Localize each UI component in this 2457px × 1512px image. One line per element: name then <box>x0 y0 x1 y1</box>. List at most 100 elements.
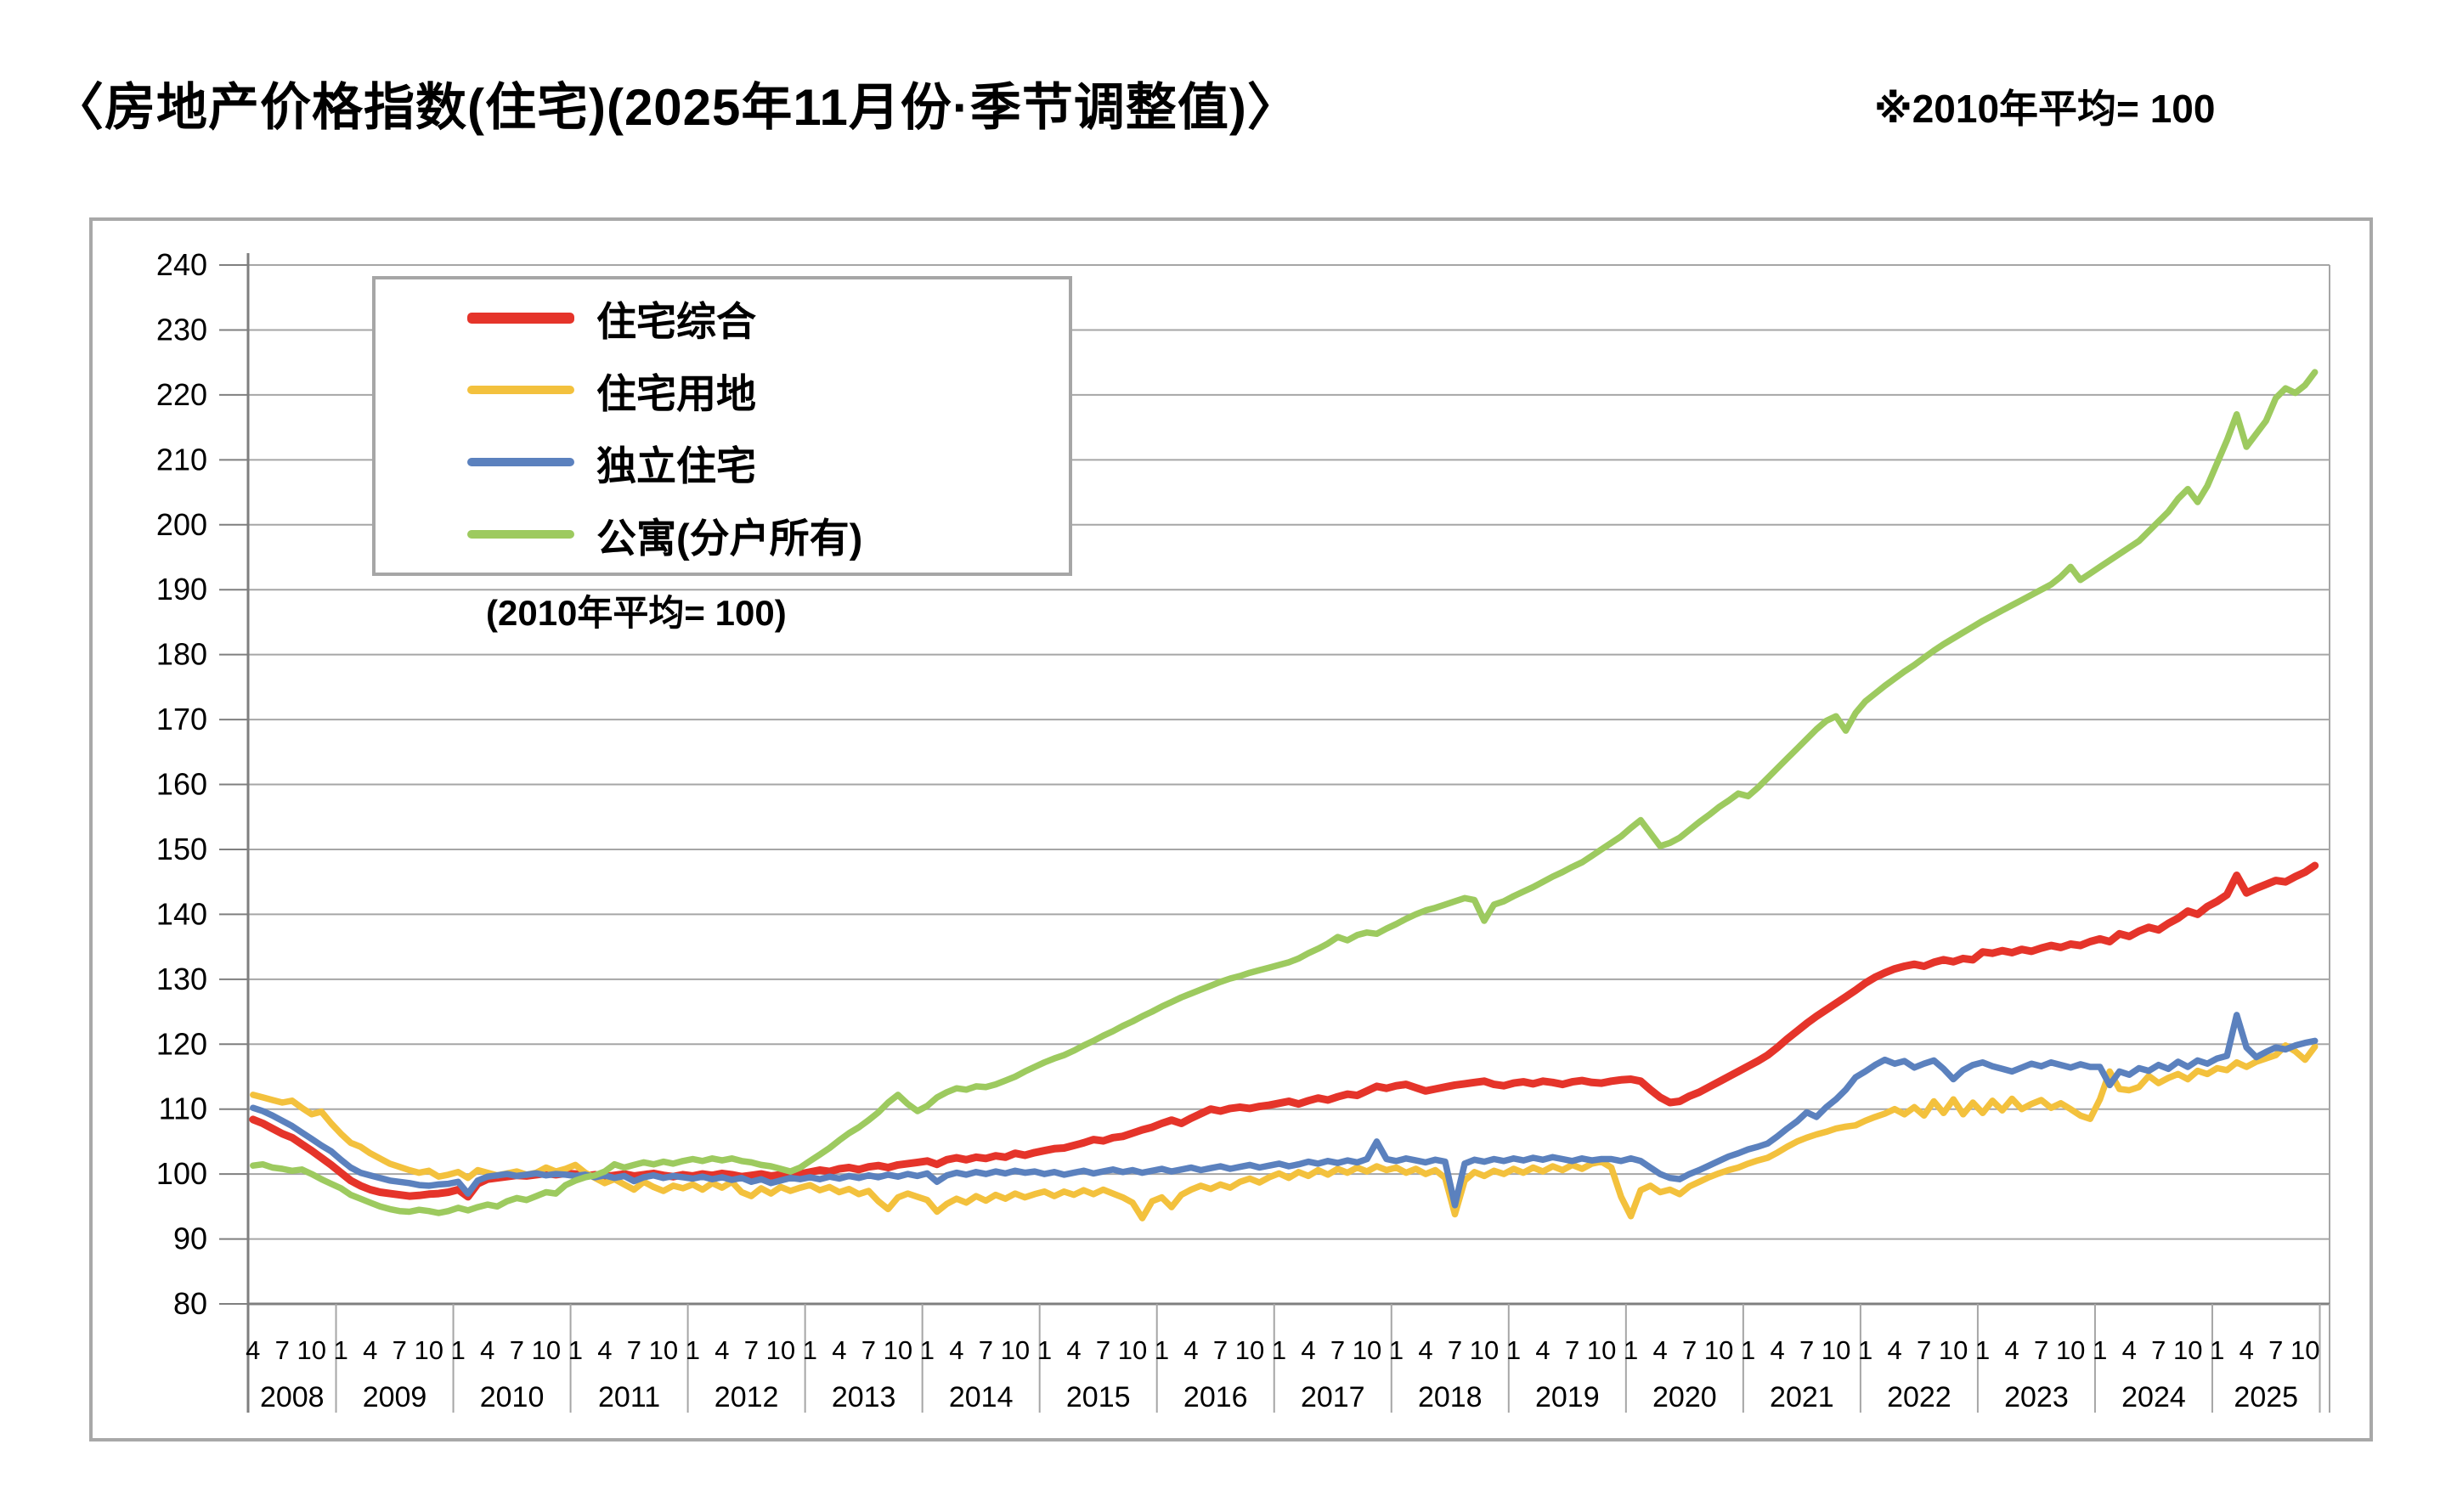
month-tick-label: 7 <box>1917 1335 1931 1365</box>
month-tick-label: 10 <box>532 1335 561 1365</box>
year-label: 2012 <box>715 1381 779 1413</box>
month-tick-label: 7 <box>1448 1335 1462 1365</box>
month-tick-label: 4 <box>1066 1335 1081 1365</box>
page-title: 〈房地产价格指数(住宅)(2025年11月份·季节调整值)〉 <box>53 79 1299 136</box>
month-tick-label: 1 <box>1858 1335 1872 1365</box>
month-tick-label: 10 <box>649 1335 678 1365</box>
legend-subnote: (2010年平均= 100) <box>486 593 787 633</box>
year-label: 2023 <box>2004 1381 2069 1413</box>
y-tick-label: 120 <box>156 1026 207 1061</box>
month-tick-label: 10 <box>766 1335 795 1365</box>
year-label: 2021 <box>1770 1381 1834 1413</box>
index-base-note: ※2010年平均= 100 <box>1874 87 2216 131</box>
month-tick-label: 1 <box>1975 1335 1990 1365</box>
month-tick-label: 10 <box>1704 1335 1733 1365</box>
month-tick-label: 10 <box>1235 1335 1264 1365</box>
legend-item: 住宅用地 <box>376 356 1069 424</box>
y-tick-label: 140 <box>156 896 207 931</box>
month-tick-label: 10 <box>1118 1335 1147 1365</box>
series-composite-line-swatch <box>467 312 574 324</box>
month-tick-label: 1 <box>568 1335 583 1365</box>
month-tick-label: 1 <box>334 1335 348 1365</box>
year-label: 2011 <box>598 1381 660 1413</box>
month-tick-label: 4 <box>363 1335 377 1365</box>
month-tick-label: 7 <box>510 1335 524 1365</box>
month-tick-label: 4 <box>2240 1335 2254 1365</box>
y-tick-label: 90 <box>173 1221 207 1256</box>
y-tick-label: 80 <box>173 1286 207 1321</box>
month-tick-label: 4 <box>1652 1335 1667 1365</box>
month-tick-label: 10 <box>415 1335 443 1365</box>
month-tick-label: 4 <box>1888 1335 1902 1365</box>
month-tick-label: 7 <box>275 1335 290 1365</box>
series-detached-line-swatch <box>467 458 574 466</box>
month-tick-label: 10 <box>2290 1335 2319 1365</box>
month-tick-label: 4 <box>246 1335 260 1365</box>
month-tick-label: 1 <box>1506 1335 1521 1365</box>
month-tick-label: 7 <box>1799 1335 1814 1365</box>
month-tick-label: 1 <box>451 1335 466 1365</box>
y-tick-label: 240 <box>156 247 207 282</box>
y-tick-label: 150 <box>156 832 207 866</box>
month-tick-label: 4 <box>480 1335 494 1365</box>
month-tick-label: 7 <box>627 1335 641 1365</box>
month-tick-label: 7 <box>2034 1335 2048 1365</box>
series-line-3 <box>250 369 2319 1216</box>
legend-label: 公寓(分户所有) <box>596 515 863 561</box>
year-label: 2009 <box>363 1381 427 1413</box>
series-condo-line-swatch <box>467 530 574 539</box>
month-tick-label: 4 <box>715 1335 729 1365</box>
month-tick-label: 7 <box>1330 1335 1345 1365</box>
month-tick-label: 1 <box>686 1335 700 1365</box>
year-label: 2018 <box>1418 1381 1483 1413</box>
year-label: 2024 <box>2121 1381 2186 1413</box>
y-tick-label: 110 <box>159 1092 207 1126</box>
month-tick-label: 1 <box>1155 1335 1169 1365</box>
month-tick-label: 1 <box>1272 1335 1286 1365</box>
legend-item: 住宅综合 <box>376 284 1069 352</box>
month-tick-label: 1 <box>1389 1335 1404 1365</box>
month-tick-label: 1 <box>1624 1335 1638 1365</box>
y-tick-label: 180 <box>156 637 207 672</box>
legend-label: 住宅综合 <box>596 298 756 344</box>
year-label: 2013 <box>832 1381 896 1413</box>
year-label: 2010 <box>480 1381 545 1413</box>
year-label: 2016 <box>1183 1381 1248 1413</box>
y-tick-label: 100 <box>156 1156 207 1191</box>
y-tick-label: 130 <box>156 962 207 996</box>
legend-label: 住宅用地 <box>596 370 756 416</box>
y-tick-label: 210 <box>156 442 207 477</box>
month-tick-label: 7 <box>861 1335 876 1365</box>
month-tick-label: 1 <box>2210 1335 2224 1365</box>
month-tick-label: 10 <box>1353 1335 1381 1365</box>
year-label: 2014 <box>949 1381 1014 1413</box>
month-tick-label: 4 <box>597 1335 612 1365</box>
y-tick-label: 160 <box>156 767 207 802</box>
month-tick-label: 10 <box>297 1335 326 1365</box>
year-label: 2015 <box>1066 1381 1131 1413</box>
legend-label: 独立住宅 <box>596 443 756 488</box>
legend-item: 公寓(分户所有) <box>376 500 1069 568</box>
month-tick-label: 4 <box>1535 1335 1550 1365</box>
series-land-line-swatch <box>467 386 574 394</box>
month-tick-label: 4 <box>2122 1335 2137 1365</box>
legend-item: 独立住宅 <box>376 428 1069 496</box>
chart-legend: 住宅综合 住宅用地 独立住宅 公寓(分户所有) <box>372 276 1072 576</box>
month-tick-label: 7 <box>744 1335 759 1365</box>
month-tick-label: 10 <box>1470 1335 1499 1365</box>
month-tick-label: 7 <box>2151 1335 2166 1365</box>
year-label: 2022 <box>1887 1381 1951 1413</box>
month-tick-label: 10 <box>1822 1335 1850 1365</box>
month-tick-label: 4 <box>2005 1335 2019 1365</box>
month-tick-label: 7 <box>979 1335 993 1365</box>
series-line-0 <box>249 861 2319 1201</box>
month-tick-label: 10 <box>2173 1335 2202 1365</box>
month-tick-label: 4 <box>832 1335 846 1365</box>
y-tick-label: 190 <box>156 572 207 606</box>
year-label: 2020 <box>1652 1381 1717 1413</box>
month-tick-label: 10 <box>1939 1335 1968 1365</box>
month-tick-label: 1 <box>1741 1335 1755 1365</box>
y-tick-label: 200 <box>156 507 207 542</box>
month-tick-label: 4 <box>1418 1335 1432 1365</box>
